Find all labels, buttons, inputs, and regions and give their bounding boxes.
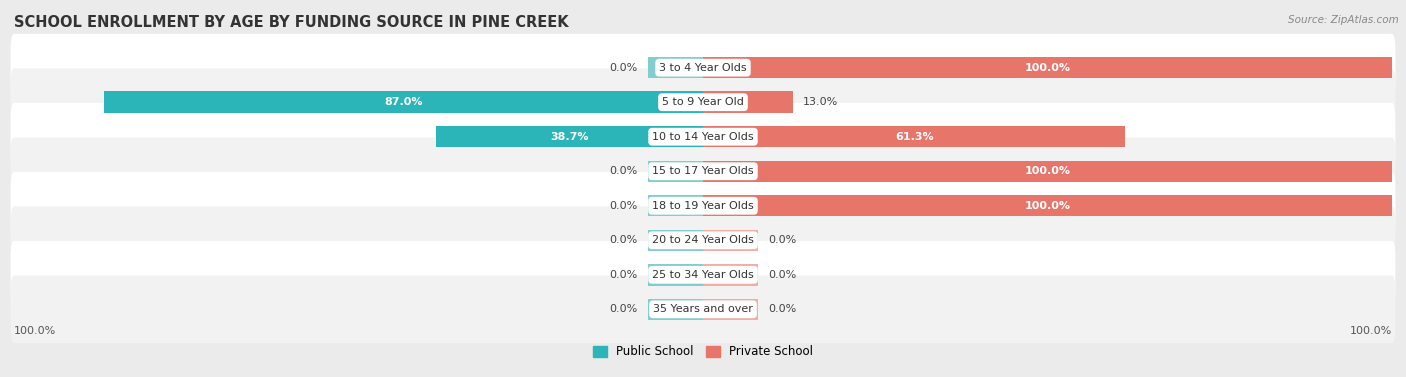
Text: 25 to 34 Year Olds: 25 to 34 Year Olds (652, 270, 754, 280)
Text: 0.0%: 0.0% (609, 201, 637, 211)
Bar (703, 195, 1392, 216)
Text: 100.0%: 100.0% (1025, 166, 1070, 176)
Bar (648, 161, 703, 182)
Text: 100.0%: 100.0% (1025, 201, 1070, 211)
Text: 35 Years and over: 35 Years and over (652, 304, 754, 314)
Text: 0.0%: 0.0% (609, 235, 637, 245)
Text: 0.0%: 0.0% (609, 63, 637, 73)
Bar (703, 264, 758, 285)
Bar (648, 57, 703, 78)
Text: 0.0%: 0.0% (769, 270, 797, 280)
Legend: Public School, Private School: Public School, Private School (588, 341, 818, 363)
Text: 38.7%: 38.7% (550, 132, 589, 142)
Text: 13.0%: 13.0% (803, 97, 838, 107)
FancyBboxPatch shape (11, 276, 1395, 343)
FancyBboxPatch shape (11, 137, 1395, 205)
FancyBboxPatch shape (11, 207, 1395, 274)
Text: 0.0%: 0.0% (609, 304, 637, 314)
Bar (703, 57, 1392, 78)
Text: Source: ZipAtlas.com: Source: ZipAtlas.com (1288, 15, 1399, 25)
FancyBboxPatch shape (11, 172, 1395, 240)
Bar (703, 299, 758, 320)
Text: 100.0%: 100.0% (1025, 63, 1070, 73)
Text: 10 to 14 Year Olds: 10 to 14 Year Olds (652, 132, 754, 142)
Bar (648, 230, 703, 251)
Bar (703, 126, 1125, 147)
Text: 15 to 17 Year Olds: 15 to 17 Year Olds (652, 166, 754, 176)
Bar (436, 126, 703, 147)
Bar (104, 92, 703, 113)
Text: SCHOOL ENROLLMENT BY AGE BY FUNDING SOURCE IN PINE CREEK: SCHOOL ENROLLMENT BY AGE BY FUNDING SOUR… (14, 15, 568, 30)
FancyBboxPatch shape (11, 241, 1395, 309)
Text: 0.0%: 0.0% (609, 270, 637, 280)
Text: 100.0%: 100.0% (14, 326, 56, 336)
Bar (648, 299, 703, 320)
Text: 87.0%: 87.0% (384, 97, 423, 107)
Bar (648, 195, 703, 216)
Text: 20 to 24 Year Olds: 20 to 24 Year Olds (652, 235, 754, 245)
Text: 18 to 19 Year Olds: 18 to 19 Year Olds (652, 201, 754, 211)
FancyBboxPatch shape (11, 34, 1395, 101)
Bar (703, 92, 793, 113)
Bar (703, 230, 758, 251)
Text: 100.0%: 100.0% (1350, 326, 1392, 336)
Text: 0.0%: 0.0% (769, 235, 797, 245)
Text: 0.0%: 0.0% (769, 304, 797, 314)
FancyBboxPatch shape (11, 103, 1395, 170)
Text: 0.0%: 0.0% (609, 166, 637, 176)
Bar (648, 264, 703, 285)
FancyBboxPatch shape (11, 68, 1395, 136)
Text: 5 to 9 Year Old: 5 to 9 Year Old (662, 97, 744, 107)
Text: 61.3%: 61.3% (894, 132, 934, 142)
Text: 3 to 4 Year Olds: 3 to 4 Year Olds (659, 63, 747, 73)
Bar (703, 161, 1392, 182)
